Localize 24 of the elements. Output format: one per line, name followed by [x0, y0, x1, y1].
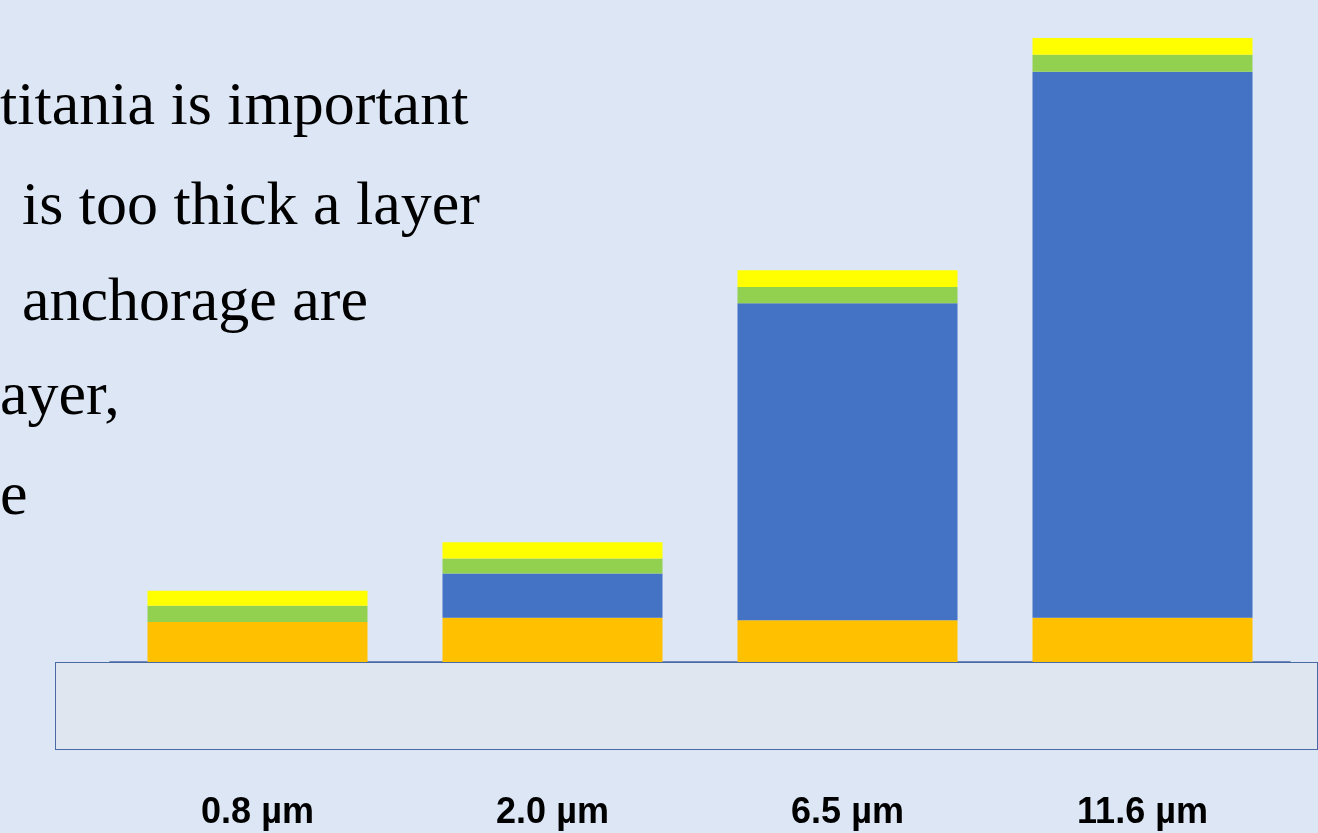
bar	[442, 573, 663, 618]
bar	[1032, 54, 1253, 72]
x-tick-label: 11.6 µm	[1077, 789, 1208, 831]
bar	[442, 617, 663, 662]
bar	[147, 605, 368, 623]
bar	[1032, 38, 1253, 55]
text: e	[0, 459, 28, 527]
bar	[147, 622, 368, 662]
bar	[737, 286, 958, 304]
x-tick-label: 6.5 µm	[791, 789, 904, 831]
x-tick-label: 2.0 µm	[496, 789, 609, 831]
bar	[737, 303, 958, 621]
annotation: ayer,	[0, 359, 120, 427]
annotation: anchorage are	[22, 265, 368, 333]
bar	[1032, 71, 1253, 618]
annotation: titania is important	[0, 69, 469, 137]
bar	[737, 270, 958, 287]
bar	[1032, 617, 1253, 662]
x-tick-label: 0.8 µm	[201, 789, 314, 831]
bar	[442, 558, 663, 574]
bar	[442, 542, 663, 559]
bar	[147, 590, 368, 606]
bar	[737, 620, 958, 662]
annotation: is too thick a layer	[22, 169, 480, 237]
